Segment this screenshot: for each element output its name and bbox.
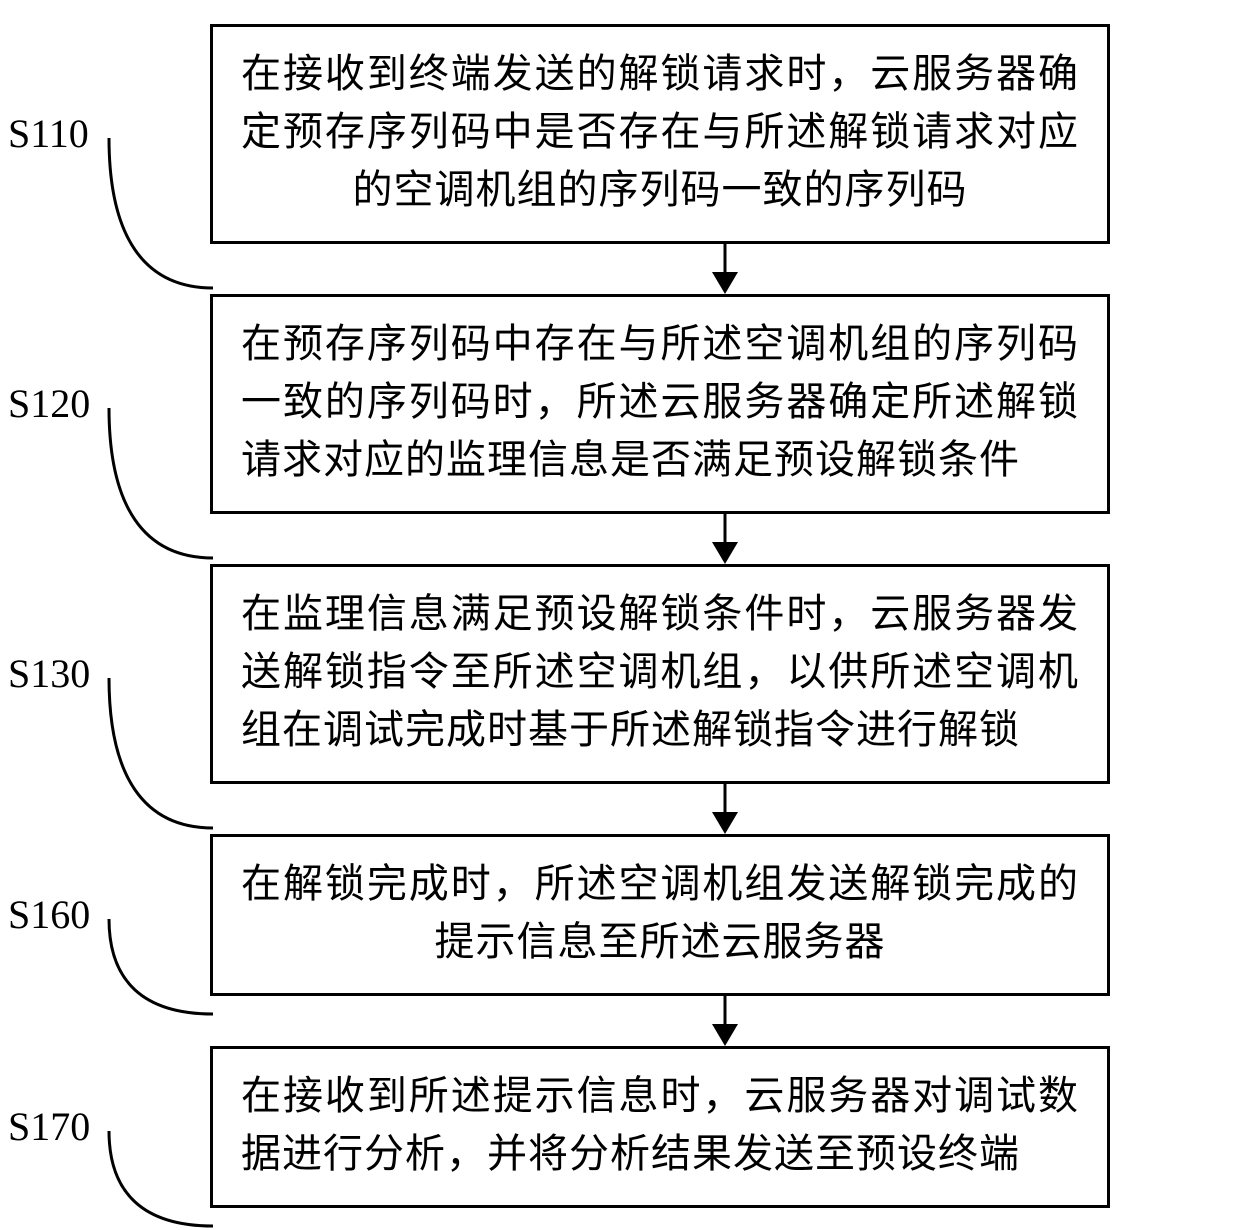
step-box: 在接收到所述提示信息时，云服务器对调试数据进行分析，并将分析结果发送至预设终端 [210,1046,1110,1208]
step-label-cell: S160 [0,895,210,935]
step-label: S160 [8,895,90,935]
down-arrow-icon [709,996,741,1046]
step-box: 在解锁完成时，所述空调机组发送解锁完成的提示信息至所述云服务器 [210,834,1110,996]
step-label-cell: S120 [0,384,210,424]
step-connector-curve [105,132,215,292]
step-label-cell: S130 [0,654,210,694]
step-label: S130 [8,654,90,694]
down-arrow-icon [709,784,741,834]
flow-step-s120: S120 在预存序列码中存在与所述空调机组的序列码一致的序列码时，所述云服务器确定… [0,294,1240,514]
step-box: 在接收到终端发送的解锁请求时，云服务器确定预存序列码中是否存在与所述解锁请求对应… [210,24,1110,244]
flow-step-s170: S170 在接收到所述提示信息时，云服务器对调试数据进行分析，并将分析结果发送至预… [0,1046,1240,1208]
step-label: S120 [8,384,90,424]
flow-step-s160: S160 在解锁完成时，所述空调机组发送解锁完成的提示信息至所述云服务器 [0,834,1240,996]
step-box: 在预存序列码中存在与所述空调机组的序列码一致的序列码时，所述云服务器确定所述解锁… [210,294,1110,514]
flow-step-s130: S130 在监理信息满足预设解锁条件时，云服务器发送解锁指令至所述空调机组，以供所… [0,564,1240,784]
step-connector-curve [105,913,215,1018]
flowchart-container: S110 在接收到终端发送的解锁请求时，云服务器确定预存序列码中是否存在与所述解锁… [0,24,1240,1208]
step-connector-curve [105,672,215,832]
step-label: S170 [8,1107,90,1147]
down-arrow-icon [709,514,741,564]
flow-step-s110: S110 在接收到终端发送的解锁请求时，云服务器确定预存序列码中是否存在与所述解锁… [0,24,1240,244]
step-connector-curve [105,402,215,562]
down-arrow-icon [709,244,741,294]
step-connector-curve [105,1125,215,1230]
step-box: 在监理信息满足预设解锁条件时，云服务器发送解锁指令至所述空调机组，以供所述空调机… [210,564,1110,784]
step-label-cell: S110 [0,114,210,154]
step-label: S110 [8,114,89,154]
step-label-cell: S170 [0,1107,210,1147]
